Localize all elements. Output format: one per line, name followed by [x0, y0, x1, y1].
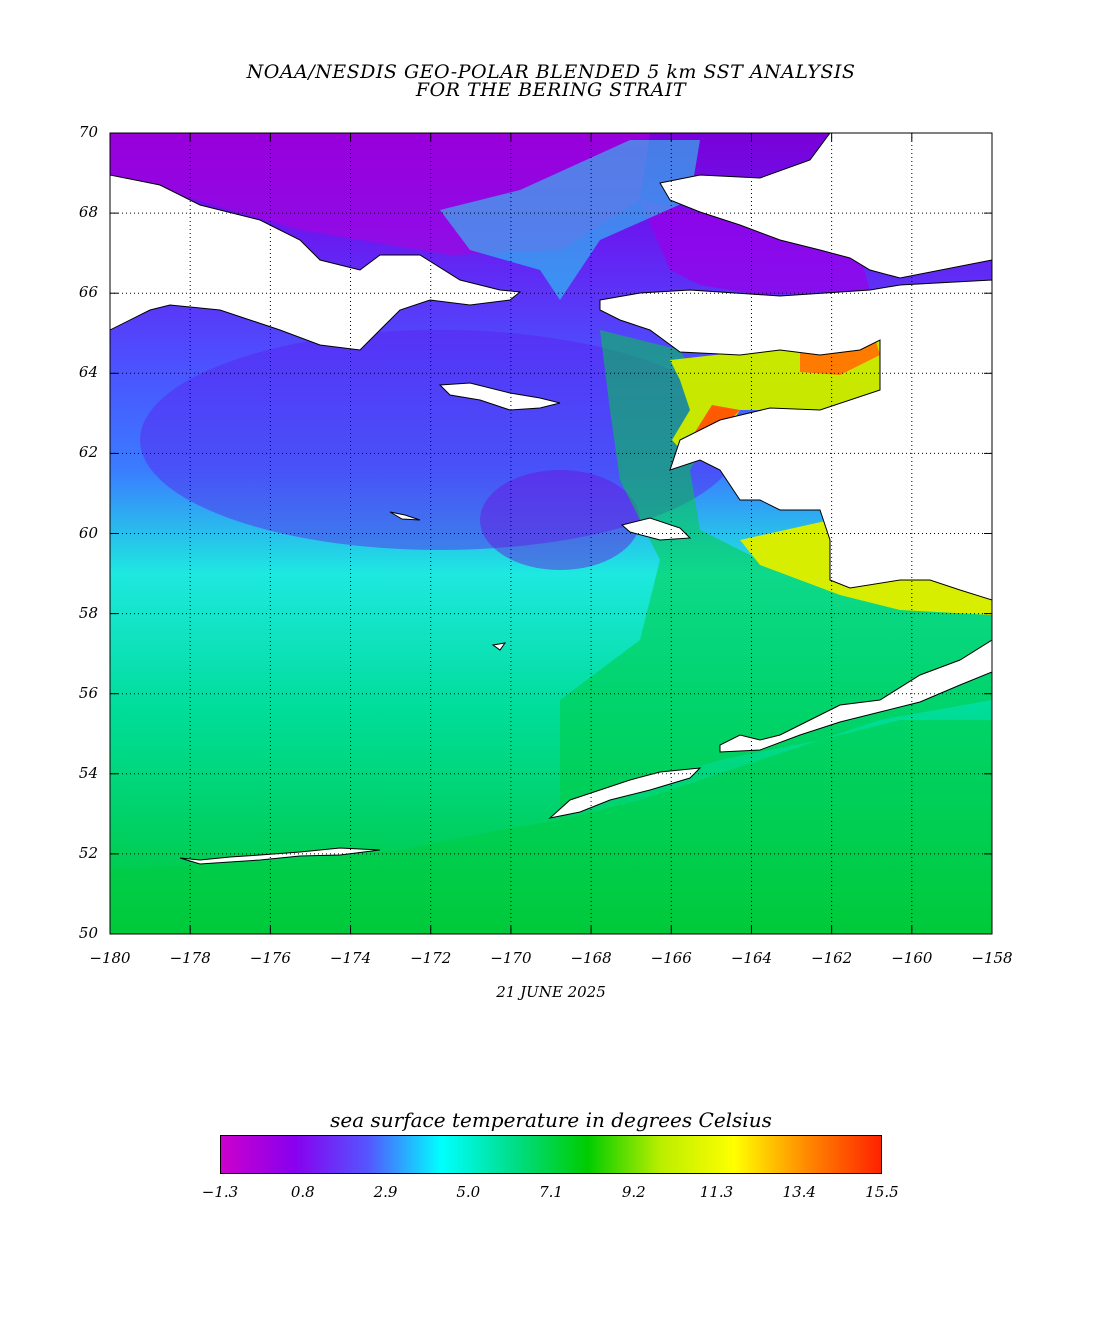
land-alaska-peninsula: [719, 639, 992, 753]
lat-tick-label: 68: [78, 203, 98, 222]
sst-cold-pool-core: [480, 470, 640, 570]
sst-cold-pool-east: [640, 200, 870, 295]
colorbar-tick-label: 9.2: [621, 1183, 646, 1201]
lat-tick-label: 66: [78, 283, 98, 302]
lat-tick-label: 50: [78, 924, 98, 942]
colorbar-tick-label: 13.4: [782, 1183, 816, 1201]
lon-tick-label: −174: [329, 949, 372, 967]
sst-colorbar: [220, 1135, 882, 1174]
sst-bristol-warm: [740, 520, 992, 615]
colorbar-tick-label: 2.9: [373, 1183, 398, 1201]
lat-tick-label: 58: [78, 603, 98, 622]
sst-strait-cyan: [440, 140, 700, 300]
land-pribilof-islands: [491, 642, 507, 651]
lon-tick-label: −180: [89, 949, 131, 967]
lat-tick-label: 60: [78, 523, 98, 542]
lon-tick-label: −172: [410, 949, 452, 967]
lon-tick-label: −158: [971, 949, 1013, 967]
land-st-matthew-island: [389, 511, 421, 521]
lat-tick-label: 62: [78, 443, 98, 462]
lon-tick-label: −168: [570, 949, 612, 967]
map-title-line2: FOR THE BERING STRAIT: [415, 79, 687, 101]
map-title-line1: NOAA/NESDIS GEO-POLAR BLENDED 5 km SST A…: [246, 61, 856, 83]
sst-cold-pool-central: [140, 330, 740, 550]
colorbar-tick-label: −1.3: [201, 1183, 239, 1201]
land-seward-peninsula: [599, 279, 992, 601]
land-aleutians-west: [179, 847, 381, 865]
land-alaska-north: [659, 133, 992, 279]
colorbar-tick-label: 7.1: [539, 1183, 563, 1201]
lon-tick-label: −164: [730, 949, 773, 967]
lat-tick-label: 52: [78, 843, 98, 862]
lon-tick-label: −176: [249, 949, 291, 967]
analysis-date: 21 JUNE 2025: [496, 983, 606, 1001]
lat-tick-label: 64: [78, 363, 98, 382]
land-st-lawrence-island: [438, 382, 561, 411]
map-ticks: [109, 132, 993, 935]
map-grid: [110, 133, 992, 934]
lon-tick-label: −162: [811, 949, 853, 967]
land-aleutians-east: [548, 767, 702, 819]
lat-tick-label: 54: [78, 763, 98, 782]
lon-tick-label: −178: [169, 949, 211, 967]
lat-tick-label: 70: [78, 123, 98, 141]
land-nunivak-island: [620, 517, 692, 541]
lon-tick-label: −170: [490, 949, 532, 967]
colorbar-tick-label: 0.8: [290, 1183, 315, 1201]
land-siberia: [110, 174, 522, 351]
lat-tick-label: 56: [78, 683, 98, 702]
lon-tick-label: −160: [891, 949, 933, 967]
colorbar-tick-label: 15.5: [865, 1183, 899, 1201]
lon-tick-label: −166: [650, 949, 692, 967]
colorbar-title: sea surface temperature in degrees Celsi…: [330, 1108, 772, 1132]
sst-coastal-green: [110, 330, 992, 934]
colorbar-tick-label: 11.3: [699, 1183, 734, 1201]
colorbar-tick-label: 5.0: [456, 1183, 481, 1201]
sst-map: [109, 132, 993, 935]
